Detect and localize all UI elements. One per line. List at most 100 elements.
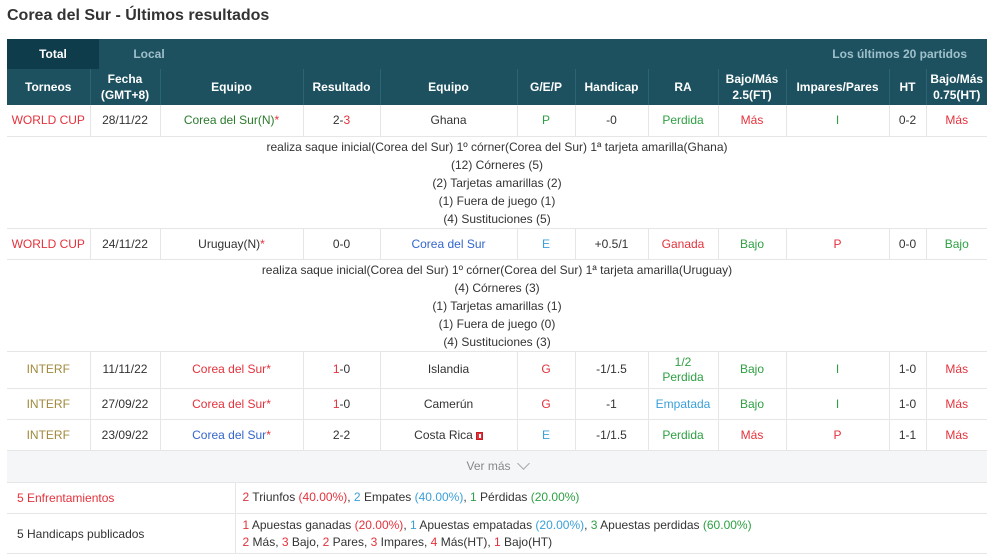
score-cell[interactable]: 1-0	[302, 351, 380, 389]
ht-cell: 1-0	[888, 388, 926, 420]
ra-cell: Ganada	[647, 228, 718, 260]
results-table: Torneos Fecha (GMT+8) Equipo Resultado Eq…	[7, 69, 987, 451]
ht-cell: 1-1	[888, 419, 926, 451]
col-bajomas: Bajo/Más 2.5(FT)	[717, 69, 786, 105]
match-detail-row: realiza saque inicial(Corea del Sur) 1º …	[7, 259, 987, 352]
detail-line: (4) Córneres (3)	[454, 280, 540, 295]
ou-ht-cell: Más	[925, 388, 987, 420]
detail-line: (12) Córneres (5)	[450, 157, 544, 172]
col-resultado: Resultado	[302, 69, 380, 105]
ht-cell: 0-2	[888, 105, 926, 137]
detail-line: (1) Fuera de juego (1)	[438, 193, 556, 208]
competition-cell[interactable]: INTERF	[7, 388, 90, 420]
header-row: Torneos Fecha (GMT+8) Equipo Resultado Eq…	[7, 69, 987, 105]
match-detail: realiza saque inicial(Corea del Sur) 1º …	[7, 136, 987, 229]
col-gep: G/E/P	[516, 69, 575, 105]
date-cell: 24/11/22	[89, 228, 160, 260]
away-team-cell[interactable]: Corea del Sur	[379, 228, 517, 260]
ou-ht-cell: Más	[925, 351, 987, 389]
table-row[interactable]: INTERF 23/09/22 Corea del Sur* 2-2 Costa…	[7, 419, 987, 451]
results-panel: Total Local Los últimos 20 partidos Torn…	[7, 39, 987, 554]
home-team-cell[interactable]: Corea del Sur(N)*	[159, 105, 303, 137]
date-cell: 23/09/22	[89, 419, 160, 451]
col-ra: RA	[647, 69, 718, 105]
competition-cell[interactable]: WORLD CUP	[7, 228, 90, 260]
gep-cell: P	[516, 105, 575, 137]
score-cell[interactable]: 1-0	[302, 388, 380, 420]
ou-ht-cell: Bajo	[925, 228, 987, 260]
summary-row: 5 Handicaps publicados 1 Apuestas ganada…	[7, 513, 987, 554]
detail-line: (2) Tarjetas amarillas (2)	[432, 175, 562, 190]
oe-cell: P	[785, 228, 889, 260]
score-cell[interactable]: 2-3	[302, 105, 380, 137]
competition-cell[interactable]: WORLD CUP	[7, 105, 90, 137]
gep-cell: E	[516, 419, 575, 451]
table-row[interactable]: INTERF 27/09/22 Corea del Sur* 1-0 Camer…	[7, 388, 987, 420]
gep-cell: E	[516, 228, 575, 260]
date-cell: 27/09/22	[89, 388, 160, 420]
summary-value: 2 Triunfos (40.00%), 2 Empates (40.00%),…	[235, 482, 987, 514]
home-team-cell[interactable]: Corea del Sur*	[159, 419, 303, 451]
ou-cell: Más	[717, 105, 786, 137]
col-torneos: Torneos	[7, 69, 90, 105]
gep-cell: G	[516, 388, 575, 420]
detail-line: realiza saque inicial(Corea del Sur) 1º …	[261, 262, 733, 277]
table-row[interactable]: WORLD CUP 24/11/22 Uruguay(N)* 0-0 Corea…	[7, 228, 987, 260]
ra-cell: Perdida	[647, 105, 718, 137]
ou-cell: Bajo	[717, 388, 786, 420]
score-cell[interactable]: 0-0	[302, 228, 380, 260]
handicap-cell: +0.5/1	[574, 228, 648, 260]
summary-table: 5 Enfrentamientos 2 Triunfos (40.00%), 2…	[7, 482, 987, 554]
detail-line: (1) Tarjetas amarillas (1)	[432, 298, 562, 313]
handicap-cell: -1	[574, 388, 648, 420]
tab-bar: Total Local Los últimos 20 partidos	[7, 39, 987, 69]
detail-line: realiza saque inicial(Corea del Sur) 1º …	[266, 139, 728, 154]
col-equipo-away: Equipo	[379, 69, 517, 105]
ou-ht-cell: Más	[925, 105, 987, 137]
summary-value: 1 Apuestas ganadas (20.00%), 1 Apuestas …	[235, 513, 987, 554]
competition-cell[interactable]: INTERF	[7, 351, 90, 389]
ht-cell: 0-0	[888, 228, 926, 260]
col-fecha: Fecha (GMT+8)	[89, 69, 160, 105]
ht-cell: 1-0	[888, 351, 926, 389]
col-handicap: Handicap	[574, 69, 648, 105]
score-cell[interactable]: 2-2	[302, 419, 380, 451]
away-team-cell[interactable]: Islandia	[379, 351, 517, 389]
detail-line: (4) Sustituciones (3)	[443, 334, 551, 349]
oe-cell: I	[785, 351, 889, 389]
handicap-cell: -0	[574, 105, 648, 137]
ra-cell: 1/2 Perdida	[647, 351, 718, 389]
date-cell: 28/11/22	[89, 105, 160, 137]
away-team-cell[interactable]: Ghana	[379, 105, 517, 137]
col-bajomas-ht: Bajo/Más 0.75(HT)	[925, 69, 987, 105]
table-row[interactable]: WORLD CUP 28/11/22 Corea del Sur(N)* 2-3…	[7, 105, 987, 137]
summary-label: 5 Enfrentamientos	[7, 482, 236, 514]
summary-label: 5 Handicaps publicados	[7, 513, 236, 554]
ou-cell: Bajo	[717, 351, 786, 389]
view-more-label: Ver más	[466, 459, 511, 473]
ra-cell: Empatada	[647, 388, 718, 420]
home-team-cell[interactable]: Corea del Sur*	[159, 351, 303, 389]
oe-cell: I	[785, 105, 889, 137]
table-row[interactable]: INTERF 11/11/22 Corea del Sur* 1-0 Islan…	[7, 351, 987, 389]
handicap-cell: -1/1.5	[574, 419, 648, 451]
competition-cell[interactable]: INTERF	[7, 419, 90, 451]
detail-line: (1) Fuera de juego (0)	[438, 316, 556, 331]
away-team-cell[interactable]: Camerún	[379, 388, 517, 420]
home-team-cell[interactable]: Corea del Sur*	[159, 388, 303, 420]
page-title: Corea del Sur - Últimos resultados	[7, 7, 270, 24]
col-equipo-home: Equipo	[159, 69, 303, 105]
tab-local[interactable]: Local	[133, 47, 165, 61]
view-more-button[interactable]: Ver más	[7, 450, 987, 483]
away-team-cell[interactable]: Costa Rica	[379, 419, 517, 451]
red-card-icon	[475, 431, 483, 440]
match-detail: realiza saque inicial(Corea del Sur) 1º …	[7, 259, 987, 352]
col-ht: HT	[888, 69, 926, 105]
ou-cell: Más	[717, 419, 786, 451]
ou-ht-cell: Más	[925, 419, 987, 451]
summary-row: 5 Enfrentamientos 2 Triunfos (40.00%), 2…	[7, 482, 987, 514]
chevron-down-icon	[516, 456, 530, 470]
tab-total[interactable]: Total	[7, 39, 99, 69]
last-matches-selector[interactable]: Los últimos 20 partidos	[832, 47, 967, 61]
home-team-cell[interactable]: Uruguay(N)*	[159, 228, 303, 260]
